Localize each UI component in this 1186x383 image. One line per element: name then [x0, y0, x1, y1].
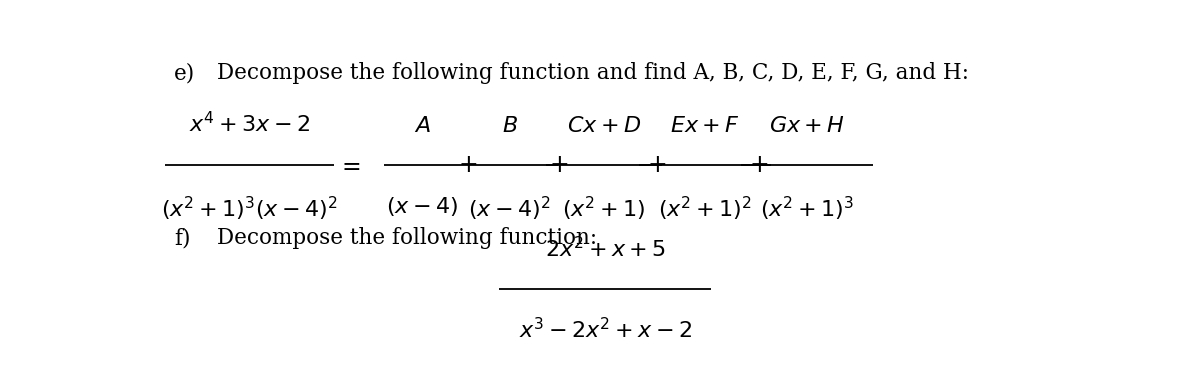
Text: f): f): [174, 228, 191, 249]
Text: $(x^2 + 1)^2$: $(x^2 + 1)^2$: [658, 195, 752, 223]
Text: $Ex + F$: $Ex + F$: [670, 116, 740, 136]
Text: $(x^2 + 1)^3$: $(x^2 + 1)^3$: [760, 195, 854, 223]
Text: e): e): [174, 62, 196, 84]
Text: $(x^2 + 1)$: $(x^2 + 1)$: [562, 195, 646, 223]
Text: $A$: $A$: [414, 116, 431, 136]
Text: $+$: $+$: [646, 154, 667, 177]
Text: $x^4 + 3x - 2$: $x^4 + 3x - 2$: [189, 111, 310, 136]
Text: $=$: $=$: [337, 154, 361, 177]
Text: $B$: $B$: [502, 116, 517, 136]
Text: $(x^2 + 1)^3(x - 4)^2$: $(x^2 + 1)^3(x - 4)^2$: [161, 195, 338, 223]
Text: $+$: $+$: [459, 154, 478, 177]
Text: Decompose the following function:: Decompose the following function:: [217, 228, 598, 249]
Text: $Cx + D$: $Cx + D$: [567, 116, 642, 136]
Text: $+$: $+$: [748, 154, 769, 177]
Text: $2x^2 + x + 5$: $2x^2 + x + 5$: [544, 236, 665, 261]
Text: $x^3 - 2x^2 + x - 2$: $x^3 - 2x^2 + x - 2$: [518, 317, 691, 342]
Text: Decompose the following function and find A, B, C, D, E, F, G, and H:: Decompose the following function and fin…: [217, 62, 969, 84]
Text: $(x - 4)^2$: $(x - 4)^2$: [468, 195, 550, 223]
Text: $(x - 4)$: $(x - 4)$: [387, 195, 458, 218]
Text: $+$: $+$: [549, 154, 568, 177]
Text: $Gx + H$: $Gx + H$: [770, 116, 846, 136]
